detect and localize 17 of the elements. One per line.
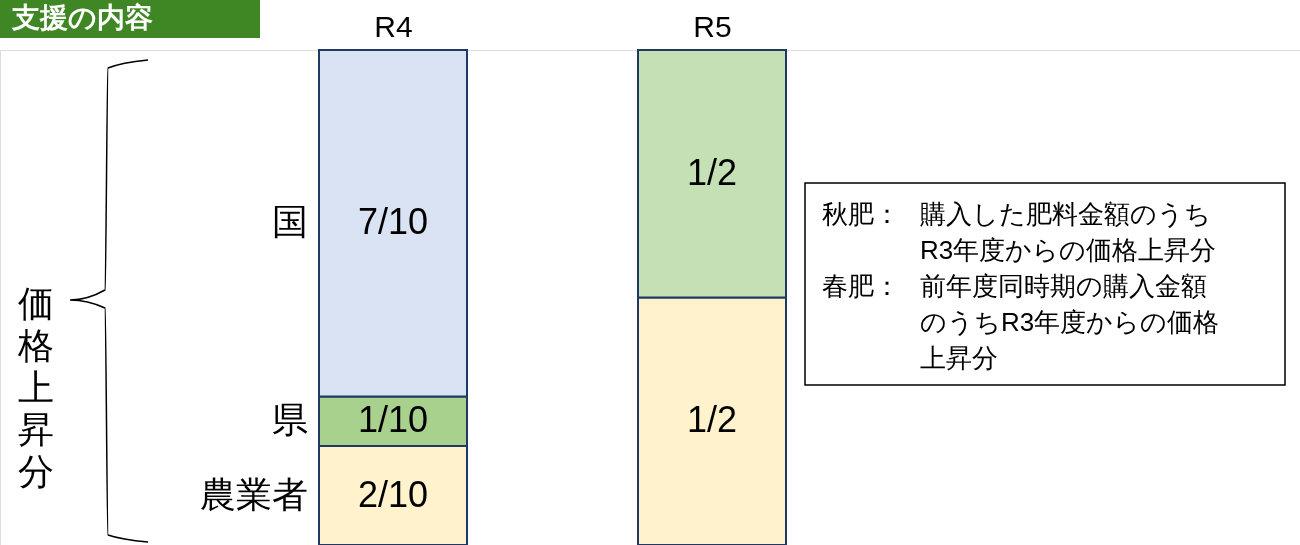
text: R3年度からの価格上昇分 [920, 235, 1217, 265]
text: 価格上昇分 [17, 283, 54, 492]
data-label: 2/10 [357, 473, 429, 515]
annotation: 春肥：前年度同時期の購入金額 [822, 271, 1207, 301]
series-label: 県 [272, 399, 308, 441]
series-label: 国 [272, 201, 308, 243]
data-label: 7/10 [357, 201, 429, 243]
x-tick-label: R4 [374, 9, 413, 43]
series-label: 農業者 [200, 473, 308, 515]
annotation: 秋肥：購入した肥料金額のうち [822, 199, 1211, 229]
data-label: 1/10 [357, 399, 429, 441]
data-label: 1/2 [686, 399, 738, 441]
text: 上昇分 [920, 343, 998, 373]
text: のうちR3年度からの価格 [920, 307, 1220, 337]
chart-title: 支援の内容 [11, 2, 153, 33]
x-tick-label: R5 [693, 9, 732, 43]
data-label: 1/2 [686, 151, 738, 193]
